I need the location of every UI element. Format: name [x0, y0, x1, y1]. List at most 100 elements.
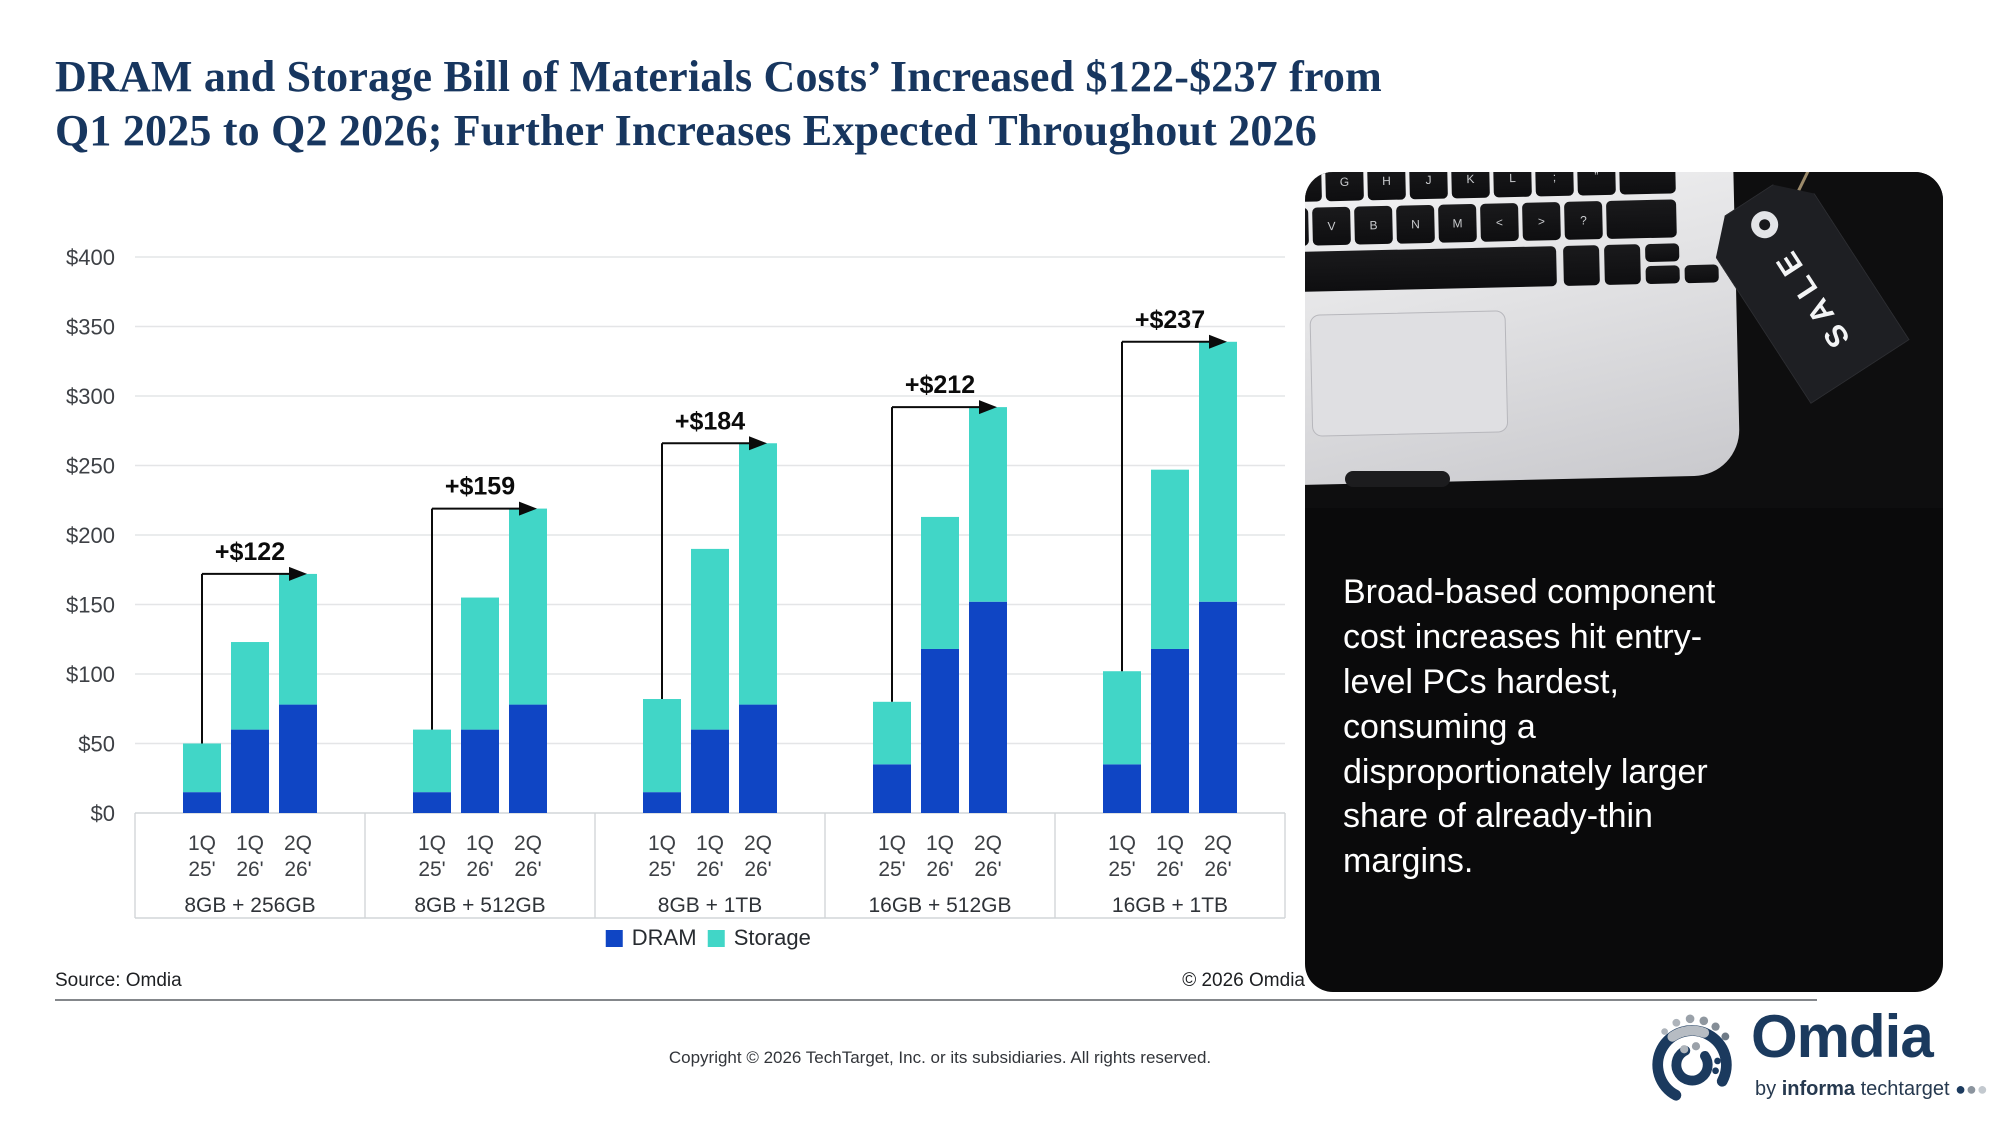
bar-dram-g2-q3	[509, 704, 547, 813]
chart-copyright: © 2026 Omdia	[1182, 970, 1305, 991]
bar-dram-g2-q2	[461, 729, 499, 813]
bar-storage-g2-q1	[413, 729, 451, 793]
bar-storage-g3-q1	[643, 699, 681, 793]
panel-quote: Broad-based component cost increases hit…	[1343, 573, 1716, 881]
quarter-label: 2Q	[974, 832, 1002, 855]
legend-label-storage: Storage	[734, 925, 811, 950]
annotation-label: +$237	[1135, 306, 1205, 334]
keyboard-key: B	[1354, 205, 1393, 245]
bar-storage-g1-q3	[279, 573, 317, 705]
byline-dot: ●	[1955, 1079, 1966, 1099]
byline-dot: ●	[1965, 1079, 1977, 1099]
laptop-trackpad	[1309, 310, 1509, 437]
quarter-label: 1Q	[696, 832, 724, 855]
omdia-logo-icon	[1652, 1014, 1732, 1105]
keyboard-key: L	[1493, 172, 1532, 198]
y-axis-label: $50	[78, 732, 115, 757]
bar-dram-g1-q3	[279, 704, 317, 813]
keyboard-key	[1606, 199, 1677, 239]
keyboard-key: ”	[1577, 172, 1616, 196]
sale-tag-grommet	[1746, 206, 1783, 243]
quarter-label: 26'	[926, 858, 953, 881]
quarter-label: 25'	[418, 858, 445, 881]
bar-dram-g1-q1	[183, 792, 221, 813]
annotation-arrow	[979, 400, 997, 415]
bom-cost-chart: $0 $50 $100 $150 $200 $250 $300 $350 $400 1Q 25' 1Q…	[66, 245, 1286, 950]
quarter-label: 1Q	[1108, 832, 1136, 855]
group-label: 8GB + 256GB	[184, 894, 315, 917]
laptop-foot	[1345, 471, 1450, 487]
quarter-label: 1Q	[878, 832, 906, 855]
omdia-byline: by informa techtarget ●●●	[1755, 1078, 1988, 1100]
quarter-label: 26'	[744, 858, 771, 881]
quarter-label: 26'	[696, 858, 723, 881]
keyboard-key: ?	[1564, 201, 1603, 240]
bar-storage-g2-q3	[509, 508, 547, 705]
annotation-arrow	[519, 501, 537, 516]
laptop-photo: G H J K L;” V B N M < >? SALE	[1305, 172, 1943, 508]
keyboard-key	[1619, 172, 1676, 195]
annotation-label: +$159	[445, 473, 515, 501]
slide-title-line2: Q1 2025 to Q2 2026; Further Increases Ex…	[55, 105, 1317, 155]
keyboard-key: V	[1312, 206, 1351, 246]
legend-label-dram: DRAM	[632, 925, 697, 950]
y-axis-label: $100	[66, 662, 115, 687]
keyboard-key: >	[1522, 201, 1561, 241]
y-axis-label: $250	[66, 454, 115, 479]
y-axis-label: $350	[66, 315, 115, 340]
y-axis-label: $150	[66, 593, 115, 618]
quarter-label: 2Q	[1204, 832, 1232, 855]
y-axis-label: $200	[66, 523, 115, 548]
bar-storage-g3-q2	[691, 548, 729, 730]
quarter-label: 1Q	[1156, 832, 1184, 855]
bar-dram-g5-q3	[1199, 601, 1237, 813]
annotation-label: +$122	[215, 538, 285, 566]
bar-dram-g3-q1	[643, 792, 681, 813]
quarter-label: 25'	[878, 858, 905, 881]
group-label: 16GB + 1TB	[1112, 894, 1228, 917]
quarter-label: 26'	[1204, 858, 1231, 881]
quarter-label: 25'	[1108, 858, 1135, 881]
annotation-arrow	[1209, 334, 1227, 349]
bar-dram-g4-q3	[969, 601, 1007, 813]
keyboard-key: ;	[1535, 172, 1574, 197]
bar-dram-g1-q2	[231, 729, 269, 813]
arrow-down-key	[1645, 265, 1680, 285]
annotation-arrow	[749, 436, 767, 451]
keyboard-key	[1305, 172, 1322, 203]
laptop-body: G H J K L;” V B N M < >?	[1305, 172, 1741, 485]
group-label: 16GB + 512GB	[868, 894, 1011, 917]
annotation-label: +$212	[905, 371, 975, 399]
group-label: 8GB + 512GB	[414, 894, 545, 917]
keyboard-key: M	[1438, 203, 1477, 243]
quarter-label: 1Q	[188, 832, 216, 855]
arrow-up-key	[1644, 243, 1680, 263]
bar-storage-g2-q2	[461, 597, 499, 730]
annotation-arrow	[289, 566, 307, 581]
legend-swatch-storage	[707, 930, 725, 947]
source-note: Source: Omdia	[55, 970, 182, 991]
omdia-wordmark: Omdia	[1751, 1003, 1934, 1070]
quarter-label: 1Q	[466, 832, 494, 855]
slide-title-line1: DRAM and Storage Bill of Materials Costs…	[55, 52, 1382, 101]
y-axis-label: $400	[66, 245, 115, 270]
keyboard-key: G	[1325, 172, 1364, 202]
quarter-label: 1Q	[418, 832, 446, 855]
spacebar-key	[1305, 246, 1557, 293]
bar-storage-g4-q1	[873, 701, 911, 765]
keyboard-key	[1604, 244, 1641, 286]
slide-title: DRAM and Storage Bill of Materials Costs…	[55, 50, 1555, 157]
sale-tag-label: SALE	[1764, 238, 1857, 355]
quarter-label: 26'	[466, 858, 493, 881]
quarter-label: 2Q	[284, 832, 312, 855]
quarter-label: 1Q	[926, 832, 954, 855]
quarter-label: 2Q	[514, 832, 542, 855]
keyboard-key: H	[1367, 172, 1406, 201]
legend-swatch-dram	[605, 930, 623, 947]
y-axis-label: $0	[91, 801, 115, 826]
footer-divider	[55, 999, 1817, 1001]
byline-dot: ●	[1976, 1079, 1988, 1099]
group-label: 8GB + 1TB	[658, 894, 762, 917]
quarter-label: 25'	[648, 858, 675, 881]
